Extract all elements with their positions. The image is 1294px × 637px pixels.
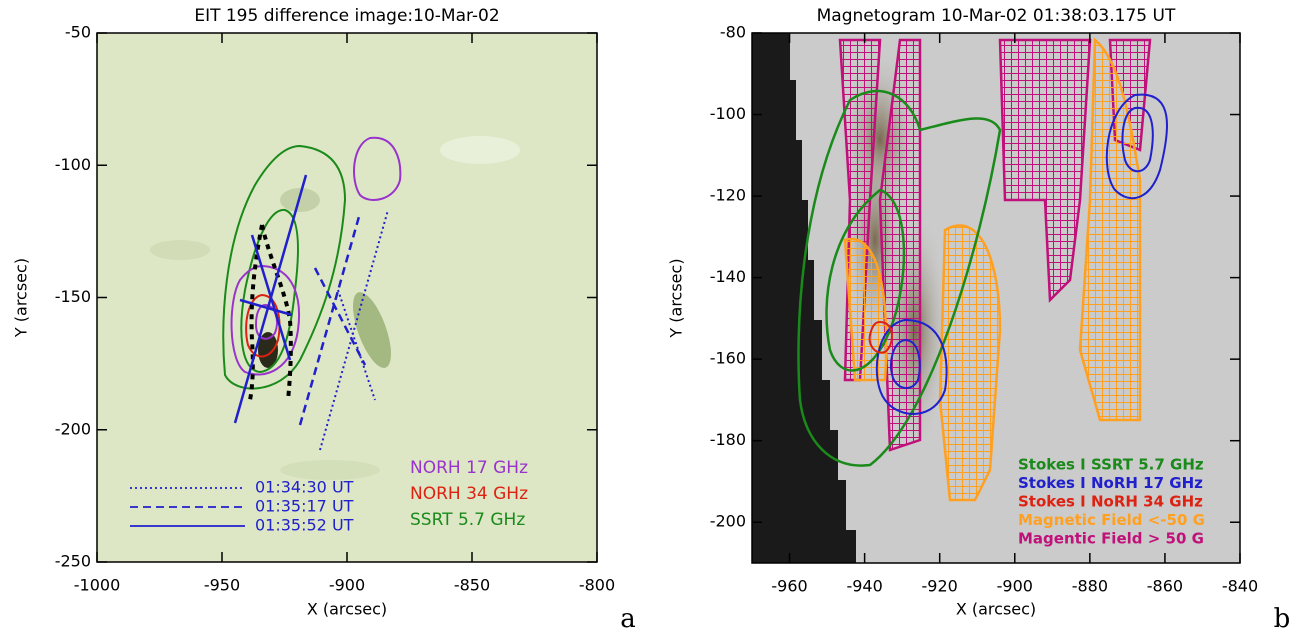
chart-title: EIT 195 difference image:10-Mar-02	[194, 6, 499, 26]
y-tick-label: -100	[55, 155, 91, 174]
magnetogram-image	[752, 33, 1240, 563]
y-tick-label: -150	[55, 287, 91, 306]
y-tick-label: -250	[55, 552, 91, 571]
y-tick-label: -120	[710, 186, 746, 205]
legend-label: SSRT 5.7 GHz	[410, 510, 525, 530]
legend-label: Stokes I NoRH 34 GHz	[1018, 493, 1203, 511]
y-tick-label: -200	[710, 512, 746, 531]
legend-label: 01:34:30 UT	[255, 478, 354, 497]
x-tick-label: -860	[1147, 577, 1183, 596]
eit-image	[97, 33, 597, 562]
legend-label: Stokes I SSRT 5.7 GHz	[1018, 456, 1204, 474]
x-tick-label: -940	[846, 577, 882, 596]
x-tick-label: -960	[771, 577, 807, 596]
y-tick-label: -200	[55, 419, 91, 438]
y-axis-label: Y (arcsec)	[667, 258, 686, 338]
x-tick-label: -800	[579, 576, 615, 595]
x-tick-label: -1000	[74, 576, 121, 595]
plot-frame	[751, 32, 1241, 564]
contours-b	[797, 89, 1169, 467]
x-tick-label: -950	[204, 576, 240, 595]
legend-label: Magentic Field > 50 G	[1018, 530, 1204, 548]
y-tick-label: -80	[720, 23, 746, 42]
legend-label: 01:35:52 UT	[255, 516, 354, 535]
chart-title: Magnetogram 10-Mar-02 01:38:03.175 UT	[817, 6, 1176, 26]
legend-label: Stokes I NoRH 17 GHz	[1018, 474, 1203, 492]
x-tick-label: -920	[922, 577, 958, 596]
legend-label: 01:35:17 UT	[255, 497, 354, 516]
legend-label: NORH 17 GHz	[410, 458, 528, 478]
y-tick-label: -160	[710, 349, 746, 368]
x-tick-label: -900	[997, 577, 1033, 596]
x-axis-label: X (arcsec)	[307, 600, 387, 619]
x-tick-label: -850	[454, 576, 490, 595]
y-tick-label: -140	[710, 267, 746, 286]
panel-label: a	[620, 604, 636, 633]
y-tick-label: -180	[710, 430, 746, 449]
panel-label: b	[1274, 604, 1291, 633]
x-axis-label: X (arcsec)	[956, 600, 1036, 619]
x-tick-label: -840	[1222, 577, 1258, 596]
legend-label: Magnetic Field <-50 G	[1018, 511, 1205, 529]
y-axis-label: Y (arcsec)	[12, 258, 31, 338]
legend-label: NORH 34 GHz	[410, 484, 528, 504]
y-tick-label: -50	[65, 23, 91, 42]
x-tick-label: -900	[329, 576, 365, 595]
x-tick-label: -880	[1072, 577, 1108, 596]
contours-a	[222, 136, 402, 451]
y-tick-label: -100	[710, 104, 746, 123]
